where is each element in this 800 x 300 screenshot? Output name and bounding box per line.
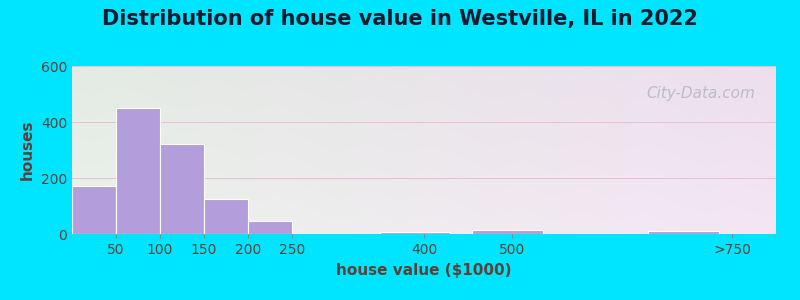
Text: City-Data.com: City-Data.com xyxy=(646,86,755,101)
Bar xyxy=(472,230,542,234)
Bar xyxy=(204,199,248,234)
Bar xyxy=(116,108,160,234)
Bar xyxy=(380,232,450,234)
Bar xyxy=(72,186,116,234)
Y-axis label: houses: houses xyxy=(20,120,35,180)
X-axis label: house value ($1000): house value ($1000) xyxy=(336,262,512,278)
Bar xyxy=(248,221,292,234)
Text: Distribution of house value in Westville, IL in 2022: Distribution of house value in Westville… xyxy=(102,9,698,29)
Bar xyxy=(648,231,718,234)
Bar xyxy=(160,144,204,234)
